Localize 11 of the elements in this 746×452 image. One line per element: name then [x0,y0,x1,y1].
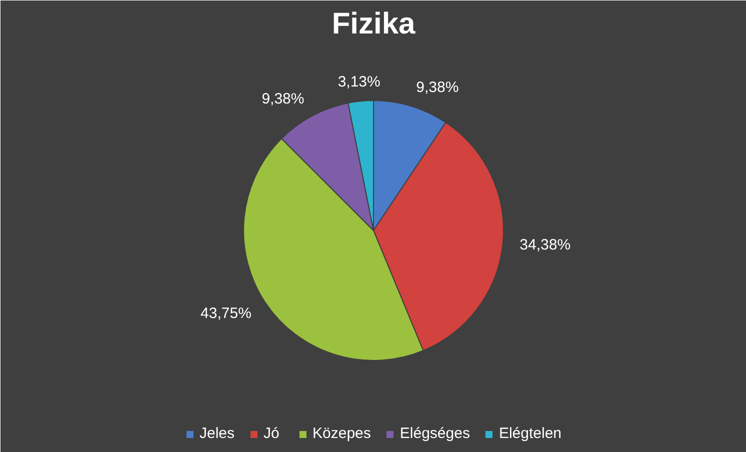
data-label: 9,38% [262,90,304,108]
data-label: 43,75% [200,304,252,322]
legend-label: Jó [264,425,280,442]
legend-label: Elégtelen [498,425,562,442]
legend-label: Közepes [312,425,371,442]
data-label: 3,13% [338,73,380,90]
data-label: 9,38% [416,79,459,96]
legend-label: Elégséges [400,425,470,442]
legend-label: Jeles [199,425,235,442]
chart-title: Fizika [332,8,416,40]
data-label: 34,38% [520,236,571,254]
